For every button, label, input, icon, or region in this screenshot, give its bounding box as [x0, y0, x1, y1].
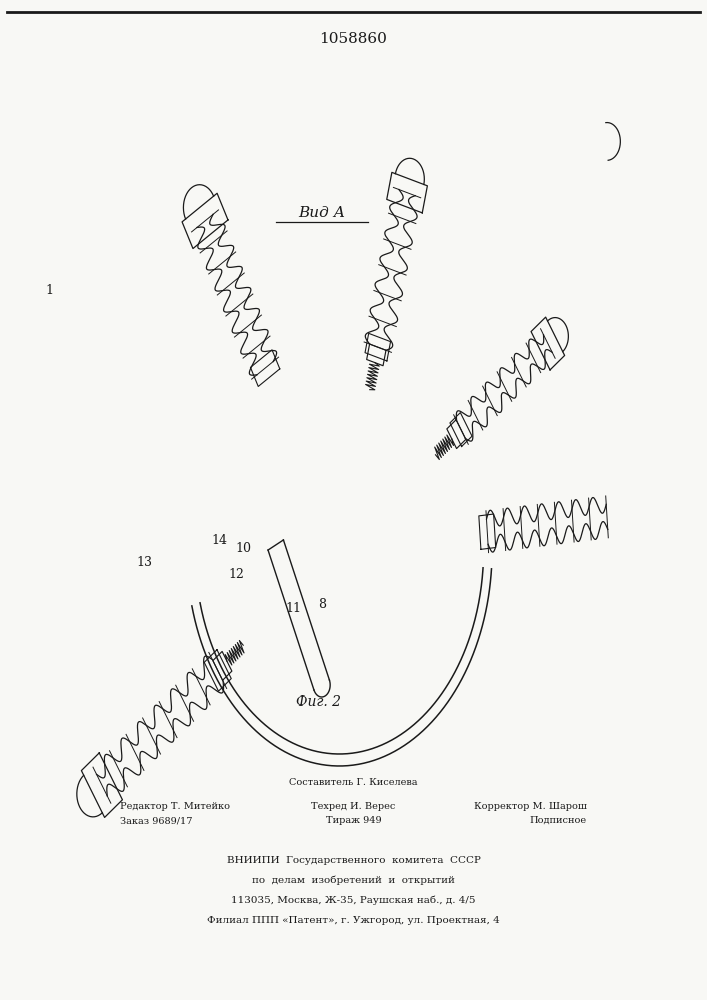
- Text: Вид А: Вид А: [298, 206, 345, 220]
- Text: Подписное: Подписное: [530, 816, 587, 825]
- Text: Редактор Т. Митейко: Редактор Т. Митейко: [120, 802, 230, 811]
- Text: по  делам  изобретений  и  открытий: по делам изобретений и открытий: [252, 876, 455, 885]
- Text: 113035, Москва, Ж-35, Раушская наб., д. 4/5: 113035, Москва, Ж-35, Раушская наб., д. …: [231, 896, 476, 905]
- Text: Корректор М. Шарош: Корректор М. Шарош: [474, 802, 587, 811]
- Text: 13: 13: [137, 556, 153, 568]
- Text: Фиг. 2: Фиг. 2: [296, 695, 341, 709]
- Text: 14: 14: [211, 534, 227, 546]
- Text: Заказ 9689/17: Заказ 9689/17: [120, 816, 193, 825]
- Text: Филиал ППП «Патент», г. Ужгород, ул. Проектная, 4: Филиал ППП «Патент», г. Ужгород, ул. Про…: [207, 916, 500, 925]
- Text: Техред И. Верес: Техред И. Верес: [311, 802, 396, 811]
- Text: 10: 10: [236, 542, 252, 554]
- Text: 12: 12: [229, 568, 245, 582]
- Text: 1: 1: [45, 284, 54, 296]
- Text: 1058860: 1058860: [320, 32, 387, 46]
- Text: ВНИИПИ  Государственного  комитета  СССР: ВНИИПИ Государственного комитета СССР: [226, 856, 481, 865]
- Text: 11: 11: [286, 601, 301, 614]
- Text: Составитель Г. Киселева: Составитель Г. Киселева: [289, 778, 418, 787]
- Text: 8: 8: [317, 598, 326, 611]
- Text: Тираж 949: Тираж 949: [326, 816, 381, 825]
